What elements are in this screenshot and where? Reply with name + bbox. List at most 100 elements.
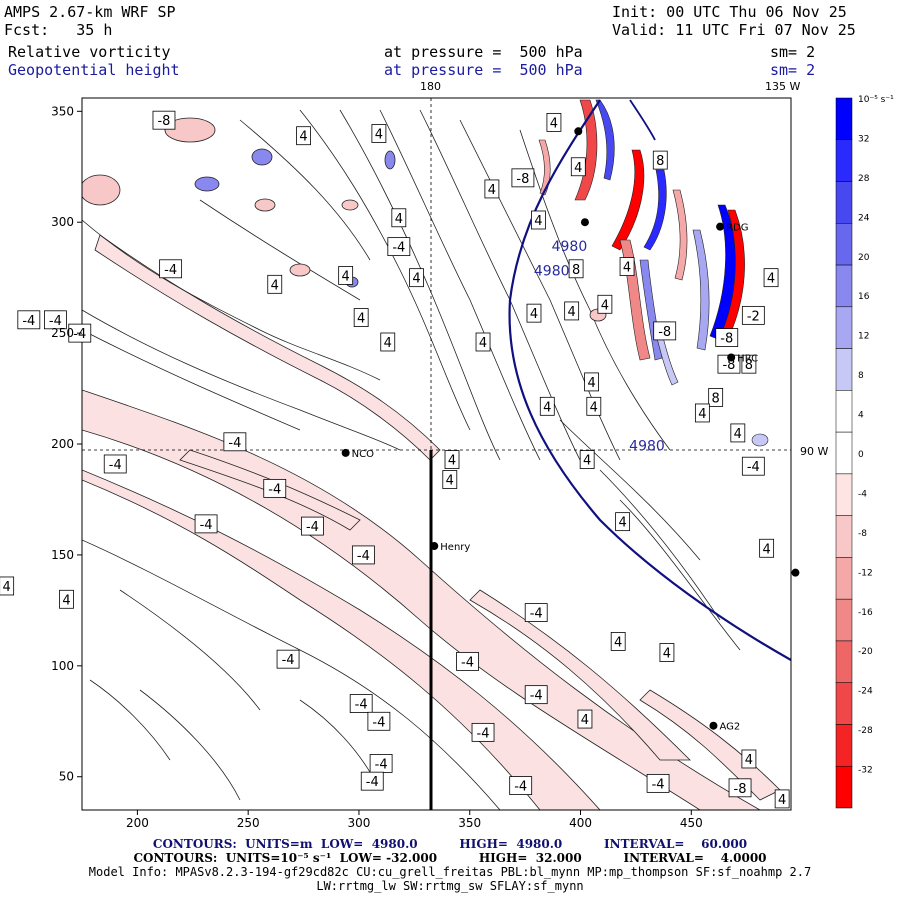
- contour-label: 4: [384, 336, 392, 351]
- contour-label: 4: [698, 407, 706, 422]
- colorbar-swatch: [835, 306, 853, 349]
- contour-label: 4: [271, 278, 279, 293]
- contour-label-box: [371, 124, 387, 143]
- contour-label-box: [653, 321, 677, 341]
- contour-label-box: [387, 237, 411, 257]
- contour-label: -4: [477, 726, 490, 741]
- contour-label: 4: [530, 307, 538, 322]
- y-tick-label: 100: [51, 659, 74, 673]
- contour-label: 8: [656, 154, 664, 169]
- contour-label-box: [759, 538, 775, 558]
- contour-label-box: [223, 432, 247, 452]
- contour-label-box: [730, 423, 746, 443]
- contour-label-box: [391, 208, 407, 228]
- forecast-hour: Fcst: 35 h: [4, 21, 113, 39]
- valid-time: Valid: 11 UTC Fri 07 Nov 25: [612, 21, 856, 39]
- colorbar-swatch: [835, 724, 853, 767]
- x-tick-label: 350: [458, 816, 481, 830]
- y-tick-label: 200: [51, 437, 74, 451]
- smoothing-1: sm= 2: [770, 43, 816, 61]
- neg-band-main: [82, 389, 761, 810]
- pressure-level-1: at pressure = 500 hPa: [384, 43, 583, 61]
- height-contour-label: 4980: [552, 239, 588, 255]
- colorbar-swatch: [835, 557, 853, 600]
- colorbar-label: -8: [858, 529, 867, 539]
- contour-label-box: [570, 157, 586, 177]
- pressure-level-2: at pressure = 500 hPa: [384, 61, 583, 79]
- colorbar-label: -16: [858, 608, 873, 618]
- height-contour-4980-ne: [629, 99, 656, 141]
- contour-label: -4: [747, 460, 760, 475]
- contour-label: 4: [375, 127, 383, 142]
- contour-label-box: [456, 651, 479, 671]
- colorbar-label: 24: [858, 213, 870, 223]
- contour-label: -4: [530, 607, 543, 622]
- colorbar-unit: 10⁻⁵ s⁻¹: [858, 95, 894, 105]
- contour-label: -4: [73, 327, 86, 342]
- contour-label-box: [103, 454, 127, 474]
- colorbar-label: 16: [858, 292, 870, 302]
- contour-label: 4: [62, 593, 70, 608]
- contour-label: 4: [550, 116, 558, 131]
- contour-label-box: [579, 450, 595, 469]
- contour-label: -8: [157, 114, 170, 129]
- lon-label-135w: 135 W: [765, 80, 800, 93]
- colorbar-label: -20: [858, 647, 873, 657]
- colorbar-swatch: [835, 473, 853, 516]
- contour-label-box: [741, 354, 757, 374]
- contour-label-box: [59, 589, 74, 609]
- station-dot: [709, 721, 718, 730]
- contour-label-box: [728, 778, 752, 798]
- contour-label: 4: [583, 454, 591, 469]
- contour-label-box: [301, 516, 324, 536]
- contour-label: -4: [357, 549, 370, 564]
- contour-label: 4: [767, 272, 775, 287]
- contour-label: 4: [581, 713, 589, 728]
- contour-label: 4: [412, 272, 420, 287]
- contour-label-box: [351, 545, 375, 565]
- colorbar-label: 28: [858, 174, 870, 184]
- colorbar-swatch: [835, 97, 853, 141]
- contour-label-box: [159, 259, 183, 279]
- contour-label-box: [267, 274, 283, 294]
- station-dot: [430, 542, 439, 551]
- contour-label: 4: [3, 580, 11, 595]
- colorbar-swatch: [835, 181, 853, 224]
- height-contour-label: 4980: [534, 263, 570, 279]
- colorbar-label: 12: [858, 332, 869, 342]
- vorticity-contour-info: CONTOURS: UNITS=10⁻⁵ s⁻¹ LOW= -32.000 HI…: [133, 851, 767, 865]
- contour-label-box: [524, 685, 548, 705]
- contour-label: -4: [109, 458, 122, 473]
- contour-label: -2: [747, 309, 760, 324]
- contour-label-box: [380, 332, 396, 352]
- height-contour-label: 4980: [629, 439, 665, 455]
- height-contour-info: CONTOURS: UNITS=m LOW= 4980.0 HIGH= 4980…: [152, 837, 748, 851]
- colorbar-label: -4: [858, 489, 867, 499]
- contour-label-box: [511, 168, 535, 188]
- contour-label: -4: [200, 518, 213, 533]
- contour-label-box: [646, 773, 670, 793]
- colorbar-swatch: [835, 348, 853, 391]
- contour-label: -4: [366, 775, 379, 790]
- contour-label: 4: [745, 753, 753, 768]
- station-dot: [791, 568, 800, 577]
- contour-label: -4: [306, 520, 319, 535]
- contour-label-box: [296, 126, 311, 146]
- contour-label: 4: [618, 516, 626, 531]
- contour-label-box: [539, 396, 555, 416]
- station-dot: [716, 222, 725, 231]
- contour-label-box: [708, 388, 724, 407]
- station-label: NCO: [352, 449, 374, 460]
- colorbar-swatch: [835, 598, 853, 642]
- pos-vorticity-contours: [82, 109, 741, 810]
- contour-label-box: [349, 694, 373, 713]
- contour-label-box: [484, 179, 500, 199]
- colorbar-swatch: [835, 682, 853, 725]
- contour-label-box: [509, 776, 533, 796]
- contour-label-box: [353, 308, 369, 327]
- contour-label: 4: [488, 183, 496, 198]
- colorbar-swatch: [835, 640, 853, 683]
- model-title: AMPS 2.67-km WRF SP: [4, 3, 176, 21]
- model-info-2: LW:rrtmg_lw SW:rrtmg_sw SFLAY:sf_mynn: [316, 879, 584, 893]
